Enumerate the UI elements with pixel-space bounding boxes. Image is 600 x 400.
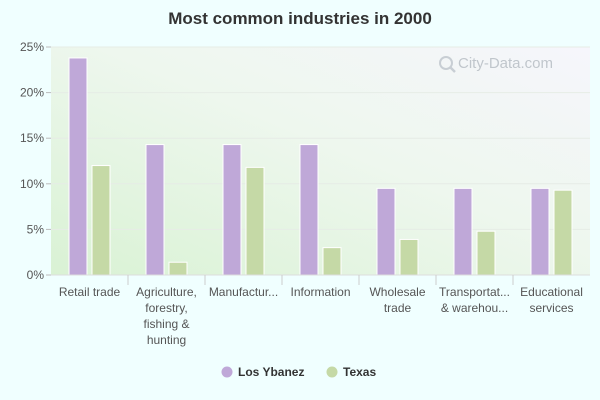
bar-los-ybanez [530,187,550,276]
x-tick-label: Information [290,285,350,299]
y-tick-label: 25% [20,40,44,54]
bar-los-ybanez [68,57,88,276]
bar-texas [476,230,496,276]
x-axis: Retail trade Agriculture, forestry, fishing… [59,275,583,347]
legend: Los Ybanez Texas [221,365,376,379]
legend-label: Los Ybanez [238,365,304,379]
bar-texas [399,238,419,276]
bar-los-ybanez [145,144,165,276]
legend-swatch [221,366,233,378]
y-tick-label: 20% [20,86,44,100]
x-tick-label: Agriculture, forestry, fishing & hunting [136,285,197,347]
x-tick-label: Wholesale trade [369,285,425,315]
watermark-text: City-Data.com [458,55,553,72]
y-tick-label: 15% [20,131,44,145]
bar-texas [553,189,573,276]
legend-label: Texas [343,365,376,379]
y-tick-label: 10% [20,177,44,191]
chart-title: Most common industries in 2000 [168,9,432,28]
bar-los-ybanez [222,144,242,276]
bars [68,57,573,276]
bar-texas [168,261,188,276]
bar-los-ybanez [376,187,396,276]
bar-texas [91,165,111,276]
plot-area [51,47,590,275]
x-tick-label: Retail trade [59,285,121,299]
legend-swatch [326,366,338,378]
magnifier-icon [439,56,456,73]
y-axis: 0% 5% 10% 15% 20% 25% [20,40,51,282]
bar-texas [245,166,265,276]
y-tick-label: 5% [27,222,45,236]
grid-lines [51,46,590,230]
bar-los-ybanez [453,187,473,276]
y-tick-label: 0% [27,268,45,282]
bar-los-ybanez [299,144,319,276]
bar-texas [322,247,342,276]
x-tick-label: Manufactur... [209,285,278,299]
x-tick-label: Transportat... & warehou... [439,285,510,315]
watermark: City-Data.com [439,55,553,73]
x-tick-label: Educational services [520,285,583,315]
